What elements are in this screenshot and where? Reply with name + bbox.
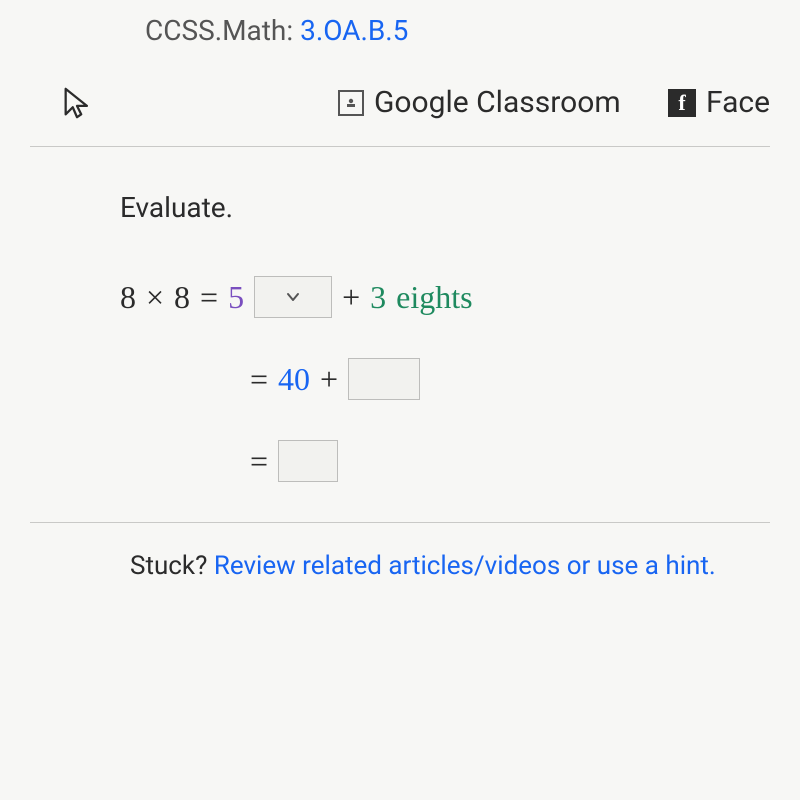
answer-input-2[interactable] bbox=[278, 440, 338, 482]
classroom-icon bbox=[338, 90, 364, 116]
instruction-text: Evaluate. bbox=[120, 191, 770, 224]
unit-dropdown[interactable] bbox=[254, 276, 332, 318]
value-40: 40 bbox=[278, 361, 310, 398]
equals-sign-3: = bbox=[250, 443, 268, 480]
value-5: 5 bbox=[228, 279, 244, 316]
hint-link[interactable]: Review related articles/videos or use a … bbox=[214, 551, 716, 581]
standard-line: CCSS.Math: 3.OA.B.5 bbox=[0, 0, 800, 57]
equals-sign-2: = bbox=[250, 361, 268, 398]
times-sign: × bbox=[146, 279, 164, 316]
standard-code-link[interactable]: 3.OA.B.5 bbox=[300, 14, 408, 47]
chevron-down-icon bbox=[285, 289, 301, 305]
value-3: 3 bbox=[370, 279, 386, 316]
facebook-button[interactable]: f Face bbox=[668, 85, 770, 120]
answer-input-1[interactable] bbox=[348, 358, 420, 400]
cursor-icon bbox=[60, 86, 94, 120]
equation-line-3: = bbox=[250, 440, 770, 482]
plus-sign-2: + bbox=[320, 361, 338, 398]
operand-8b: 8 bbox=[174, 279, 190, 316]
facebook-icon: f bbox=[668, 89, 696, 117]
classroom-label: Google Classroom bbox=[374, 85, 621, 120]
hint-prefix: Stuck? bbox=[130, 551, 214, 581]
equation-line-2: = 40 + bbox=[250, 358, 770, 400]
standard-prefix: CCSS.Math: bbox=[145, 14, 300, 47]
plus-sign-1: + bbox=[342, 279, 360, 316]
facebook-label: Face bbox=[706, 85, 770, 120]
operand-8a: 8 bbox=[120, 279, 136, 316]
equation-line-1: 8 × 8 = 5 + 3 eights bbox=[120, 276, 770, 318]
eights-label: eights bbox=[396, 279, 472, 316]
share-row: Google Classroom f Face bbox=[30, 57, 770, 147]
google-classroom-button[interactable]: Google Classroom bbox=[338, 85, 621, 120]
hint-row: Stuck? Review related articles/videos or… bbox=[0, 523, 800, 581]
equals-sign: = bbox=[200, 279, 218, 316]
problem-area: Evaluate. 8 × 8 = 5 + 3 eights = 40 + = bbox=[0, 147, 800, 482]
